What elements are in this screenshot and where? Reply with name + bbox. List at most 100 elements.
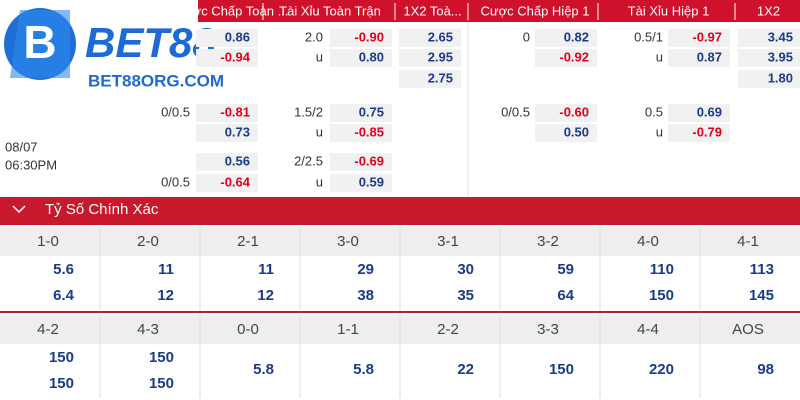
score-odds[interactable]: 30 <box>457 261 474 278</box>
odds-value[interactable]: 0.75 <box>359 104 384 119</box>
odds-box[interactable] <box>535 49 597 67</box>
score-odds[interactable]: 38 <box>357 287 374 304</box>
odds-box[interactable] <box>196 174 258 192</box>
odds-box[interactable] <box>668 29 730 47</box>
score-odds[interactable]: 150 <box>149 349 174 366</box>
odds-box[interactable] <box>668 104 730 122</box>
odds-box[interactable] <box>738 70 800 88</box>
odds-box[interactable] <box>196 124 258 142</box>
odds-box[interactable] <box>668 124 730 142</box>
score-odds[interactable]: 35 <box>457 287 474 304</box>
odds-value[interactable]: -0.64 <box>220 174 250 189</box>
odds-box[interactable] <box>399 29 461 47</box>
section-header[interactable] <box>0 197 800 225</box>
tab-label[interactable]: Tài Xỉu Toàn Trận <box>279 3 381 18</box>
score-odds[interactable]: 64 <box>557 287 574 304</box>
odds-value[interactable]: 0.87 <box>697 49 722 64</box>
tab-label[interactable]: 1X2 Toà... <box>403 3 461 18</box>
tab-label[interactable]: Cược Chấp Toàn ... <box>175 3 289 18</box>
odds-box[interactable] <box>399 49 461 67</box>
odds-box[interactable] <box>196 49 258 67</box>
score-label: 0-0 <box>237 321 259 338</box>
odds-box[interactable] <box>330 29 392 47</box>
odds-value[interactable]: -0.79 <box>692 124 722 139</box>
odds-value[interactable]: -0.92 <box>559 49 589 64</box>
odds-value[interactable]: 2.95 <box>428 49 453 64</box>
handicap-line: 1.5/2 <box>294 104 323 119</box>
odds-box[interactable] <box>196 153 258 171</box>
tab-label[interactable]: Tài Xỉu Hiệp 1 <box>628 3 710 18</box>
score-odds[interactable]: 220 <box>649 361 674 378</box>
odds-value[interactable]: -0.90 <box>354 29 384 44</box>
odds-box[interactable] <box>330 153 392 171</box>
score-odds[interactable]: 29 <box>357 261 374 278</box>
odds-box[interactable] <box>535 124 597 142</box>
score-odds[interactable]: 11 <box>158 261 174 278</box>
logo-brand: BET88 <box>85 19 216 66</box>
odds-box[interactable] <box>196 104 258 122</box>
score-odds[interactable]: 145 <box>749 287 774 304</box>
score-odds[interactable]: 5.8 <box>353 361 374 378</box>
odds-value[interactable]: -0.97 <box>692 29 722 44</box>
score-odds[interactable]: 150 <box>149 375 174 392</box>
score-odds[interactable]: 5.8 <box>253 361 274 378</box>
handicap-line: u <box>316 174 323 189</box>
score-label: 4-2 <box>37 321 59 338</box>
score-odds[interactable]: 12 <box>257 287 274 304</box>
odds-value[interactable]: 0.69 <box>697 104 722 119</box>
score-odds[interactable]: 113 <box>750 261 774 278</box>
odds-value[interactable]: 3.45 <box>768 29 793 44</box>
odds-value[interactable]: 2.75 <box>428 70 453 85</box>
score-label: 1-0 <box>37 233 59 250</box>
odds-value[interactable]: 1.80 <box>768 70 793 85</box>
score-odds[interactable]: 98 <box>757 361 774 378</box>
chevron[interactable] <box>12 205 26 214</box>
score-odds[interactable]: 110 <box>650 261 674 278</box>
odds-value[interactable]: 3.95 <box>768 49 793 64</box>
score-odds[interactable]: 150 <box>549 361 574 378</box>
score-odds[interactable]: 150 <box>649 287 674 304</box>
score-label: 3-2 <box>537 233 559 250</box>
odds-box[interactable] <box>535 29 597 47</box>
score-odds[interactable]: 22 <box>457 361 474 378</box>
odds-box[interactable] <box>330 174 392 192</box>
odds-value[interactable]: 0.59 <box>359 174 384 189</box>
odds-value[interactable]: -0.85 <box>354 124 384 139</box>
odds-value[interactable]: 0.80 <box>359 49 384 64</box>
odds-box[interactable] <box>330 104 392 122</box>
score-odds[interactable]: 5.6 <box>53 261 74 278</box>
odds-value[interactable]: 0.50 <box>564 124 589 139</box>
tab-bar <box>198 0 800 22</box>
odds-value[interactable]: 0.86 <box>225 29 250 44</box>
odds-box[interactable] <box>399 70 461 88</box>
score-label: 2-1 <box>237 233 259 250</box>
tab-label[interactable]: Cược Chấp Hiệp 1 <box>481 3 590 18</box>
odds-value[interactable]: 2.65 <box>428 29 453 44</box>
odds-box[interactable] <box>330 124 392 142</box>
score-odds[interactable]: 11 <box>258 261 274 278</box>
score-odds[interactable]: 150 <box>49 375 74 392</box>
score-odds[interactable]: 12 <box>157 287 174 304</box>
odds-value[interactable]: -0.94 <box>220 49 250 64</box>
odds-value[interactable]: -0.60 <box>559 104 589 119</box>
score-odds[interactable]: 6.4 <box>53 287 75 304</box>
odds-value[interactable]: -0.69 <box>354 153 384 168</box>
odds-box[interactable] <box>535 104 597 122</box>
score-odds[interactable]: 59 <box>557 261 574 278</box>
score-odds[interactable]: 150 <box>49 349 74 366</box>
odds-value[interactable]: 0.73 <box>225 124 250 139</box>
odds-box[interactable] <box>738 29 800 47</box>
odds-box[interactable] <box>196 29 258 47</box>
score-label: 3-3 <box>537 321 559 338</box>
handicap-line: 0/0.5 <box>161 104 190 119</box>
odds-value[interactable]: -0.81 <box>220 104 250 119</box>
tab-label[interactable]: 1X2 <box>757 3 780 18</box>
odds-box[interactable] <box>330 49 392 67</box>
handicap-line: 0/0.5 <box>161 174 190 189</box>
odds-box[interactable] <box>668 49 730 67</box>
odds-value[interactable]: 0.56 <box>225 153 250 168</box>
odds-box[interactable] <box>738 49 800 67</box>
score-label: 4-3 <box>137 321 159 338</box>
odds-value[interactable]: 0.82 <box>564 29 589 44</box>
